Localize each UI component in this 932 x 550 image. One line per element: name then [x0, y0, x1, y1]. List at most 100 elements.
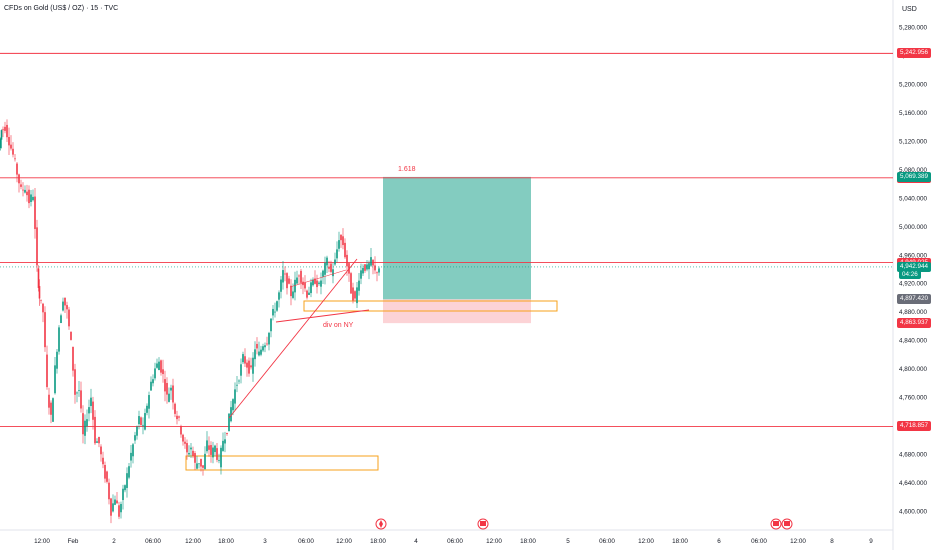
- y-tick-label: 4,840.000: [899, 338, 928, 345]
- candle-body: [118, 505, 120, 517]
- y-tick-label: 4,920.000: [899, 281, 928, 288]
- candle-body: [48, 394, 50, 408]
- x-tick-label: 12:00: [638, 538, 654, 545]
- candle-body: [278, 292, 280, 300]
- candle-body: [40, 299, 42, 301]
- candle-body: [342, 236, 344, 246]
- candle-body: [122, 488, 124, 501]
- x-tick-label: 6: [717, 538, 721, 545]
- candle-body: [124, 485, 126, 491]
- x-tick-label: 12:00: [486, 538, 502, 545]
- candle-body: [42, 303, 44, 313]
- candle-body: [196, 463, 198, 469]
- price-tag: 4,942.944: [897, 261, 932, 272]
- candle-body: [172, 385, 174, 403]
- candle-body: [290, 285, 292, 297]
- candle-body: [214, 445, 216, 453]
- divergence-line: [289, 269, 347, 288]
- candle-body: [162, 369, 164, 375]
- candle-body: [226, 432, 228, 435]
- countdown-timer: 04:26: [899, 270, 921, 279]
- x-tick-label: 06:00: [599, 538, 615, 545]
- candle-body: [378, 268, 380, 273]
- x-tick-label: 8: [830, 538, 834, 545]
- candle-body: [356, 287, 358, 304]
- divergence-annotation: div on NY: [323, 322, 354, 329]
- x-tick-label: 2: [112, 538, 116, 545]
- candle-body: [206, 440, 208, 452]
- candle-body: [78, 390, 80, 391]
- candle-body: [138, 416, 140, 425]
- candle-body: [52, 398, 54, 422]
- candle-body: [282, 270, 284, 283]
- candle-body: [176, 415, 178, 420]
- price-tag: 4,897.420: [897, 294, 932, 305]
- candle-body: [300, 270, 302, 283]
- candle-body: [24, 189, 26, 193]
- candle-body: [96, 441, 98, 443]
- x-tick-label: 9: [869, 538, 873, 545]
- level-price-tag: 4,718.857: [897, 421, 932, 432]
- candle-body: [208, 445, 210, 450]
- x-tick-label: 06:00: [298, 538, 314, 545]
- x-tick-label: 12:00: [790, 538, 806, 545]
- candle-body: [56, 351, 58, 369]
- candle-body: [324, 262, 326, 275]
- calendar-flag-glyph: [480, 521, 486, 526]
- y-tick-label: 4,800.000: [899, 366, 928, 373]
- x-tick-label: 06:00: [447, 538, 463, 545]
- candle-body: [210, 445, 212, 455]
- candle-body: [112, 503, 114, 512]
- candle-body: [330, 263, 332, 272]
- candle-body: [16, 163, 18, 175]
- candle-body: [368, 263, 370, 270]
- candle-body: [230, 407, 232, 422]
- candle-body: [22, 189, 24, 191]
- y-tick-label: 5,200.000: [899, 81, 928, 88]
- candle-body: [262, 346, 264, 351]
- candle-body: [264, 345, 266, 348]
- candle-body: [336, 249, 338, 259]
- candle-body: [352, 287, 354, 301]
- candle-body: [306, 290, 308, 298]
- candle-body: [20, 184, 22, 187]
- candle-body: [58, 327, 60, 352]
- candle-body: [108, 482, 110, 500]
- candle-body: [258, 351, 260, 356]
- candle-body: [84, 420, 86, 436]
- candle-body: [274, 311, 276, 313]
- candle-body: [260, 349, 262, 355]
- candle-body: [110, 498, 112, 516]
- trend-line: [228, 258, 358, 419]
- candle-body: [158, 361, 160, 371]
- y-tick-label: 5,160.000: [899, 110, 928, 117]
- candle-body: [266, 343, 268, 345]
- y-tick-label: 5,120.000: [899, 138, 928, 145]
- candle-body: [54, 365, 56, 394]
- candle-body: [212, 447, 214, 458]
- candle-body: [372, 259, 374, 266]
- y-tick-label: 4,960.000: [899, 252, 928, 259]
- candle-body: [156, 363, 158, 368]
- candle-body: [220, 447, 222, 468]
- candle-body: [166, 382, 168, 395]
- target-zone: [383, 176, 531, 300]
- candle-body: [64, 297, 66, 306]
- candle-body: [218, 459, 220, 461]
- candle-body: [150, 381, 152, 391]
- candle-body: [272, 308, 274, 316]
- candle-body: [114, 499, 116, 505]
- candle-body: [302, 281, 304, 286]
- x-tick-label: 18:00: [520, 538, 536, 545]
- candle-body: [244, 356, 246, 364]
- candle-body: [242, 354, 244, 363]
- candle-body: [314, 278, 316, 284]
- candle-body: [178, 416, 180, 418]
- candle-body: [198, 463, 200, 465]
- candle-body: [190, 447, 192, 450]
- candle-body: [36, 227, 38, 266]
- candle-body: [238, 380, 240, 382]
- candle-body: [28, 189, 30, 204]
- symbol-title[interactable]: CFDs on Gold (US$ / OZ) · 15 · TVC: [4, 5, 119, 12]
